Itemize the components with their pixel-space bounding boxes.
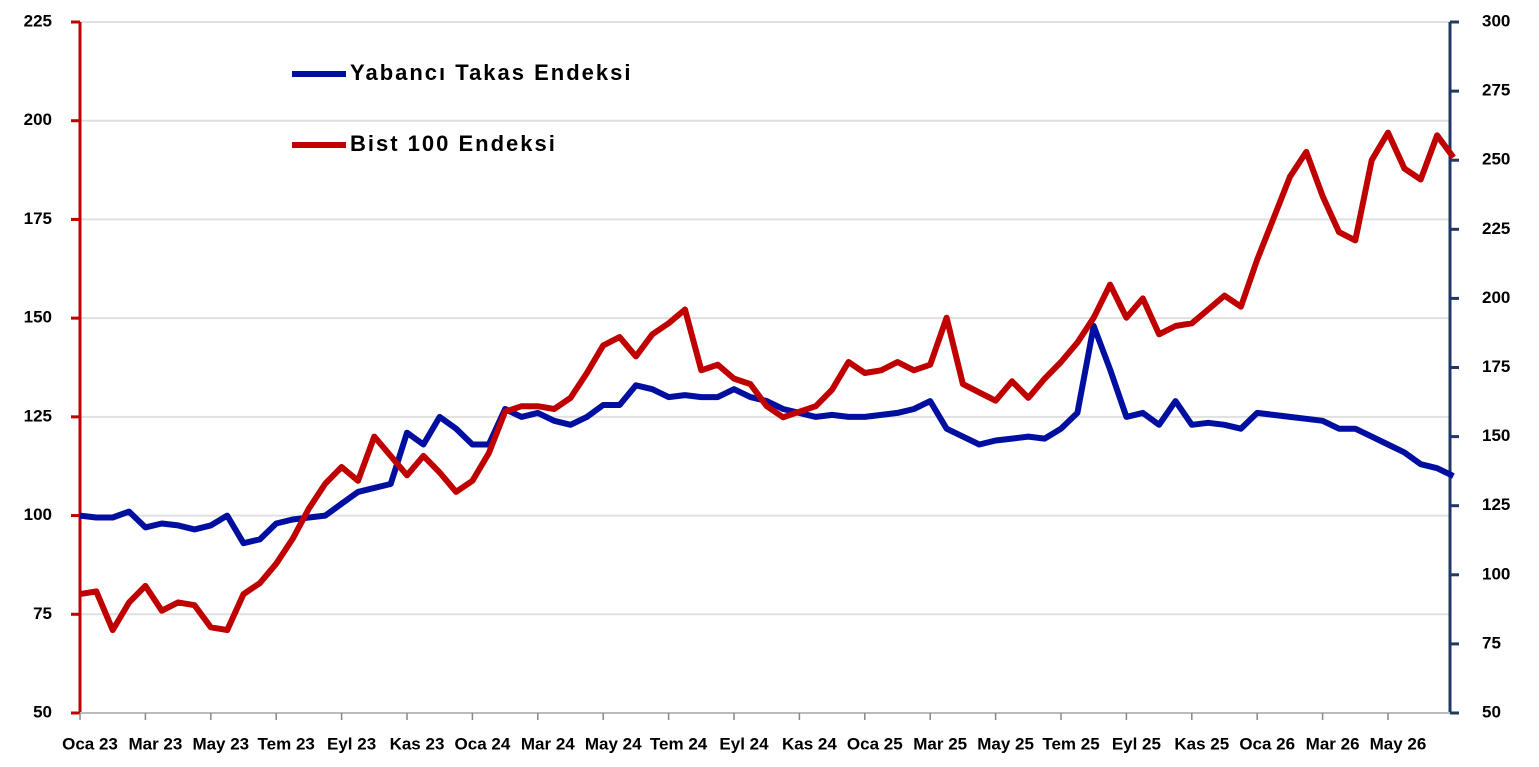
x-tick-label: Tem 24: [650, 734, 708, 753]
x-tick-label: May 25: [977, 734, 1034, 753]
x-tick-label: Mar 23: [128, 734, 182, 753]
y2-tick-label: 125: [1482, 495, 1510, 514]
y2-tick-label: 225: [1482, 219, 1510, 238]
y2-tick-label: 300: [1482, 11, 1510, 30]
x-tick-label: Tem 25: [1042, 734, 1099, 753]
x-tick-label: Kas 24: [782, 734, 837, 753]
y2-tick-label: 175: [1482, 357, 1510, 376]
y-tick-label: 125: [24, 406, 52, 425]
x-tick-label: Oca 23: [62, 734, 118, 753]
x-tick-label: May 23: [192, 734, 249, 753]
x-tick-label: Tem 23: [258, 734, 315, 753]
x-tick-label: Eyl 25: [1112, 734, 1161, 753]
x-tick-label: Oca 26: [1239, 734, 1295, 753]
x-tick-label: Eyl 23: [327, 734, 376, 753]
x-tick-label: Kas 25: [1174, 734, 1229, 753]
x-tick-label: Oca 24: [455, 734, 511, 753]
x-tick-label: Mar 24: [521, 734, 575, 753]
y2-tick-label: 150: [1482, 426, 1510, 445]
legend-label: Bist 100 Endeksi: [350, 131, 557, 156]
legend-label: Yabancı Takas Endeksi: [350, 60, 633, 85]
series-line: [79, 323, 1455, 547]
x-tick-label: Mar 26: [1306, 734, 1360, 753]
x-tick-label: Oca 25: [847, 734, 903, 753]
y2-tick-label: 75: [1482, 633, 1501, 652]
y-tick-label: 175: [24, 209, 52, 228]
x-tick-label: Eyl 24: [719, 734, 769, 753]
x-tick-label: Mar 25: [913, 734, 967, 753]
y2-tick-label: 50: [1482, 702, 1501, 721]
y2-tick-label: 275: [1482, 81, 1510, 100]
y-tick-label: 225: [24, 11, 52, 30]
series-line: [79, 129, 1456, 634]
x-tick-label: May 26: [1370, 734, 1427, 753]
y-tick-label: 100: [24, 505, 52, 524]
y-tick-label: 150: [24, 308, 52, 327]
y2-tick-label: 200: [1482, 288, 1510, 307]
y-tick-label: 50: [33, 702, 52, 721]
y2-tick-label: 100: [1482, 564, 1510, 583]
y-tick-label: 200: [24, 110, 52, 129]
x-tick-label: May 24: [585, 734, 642, 753]
x-tick-label: Kas 23: [390, 734, 445, 753]
y-tick-label: 75: [33, 604, 52, 623]
y2-tick-label: 250: [1482, 150, 1510, 169]
